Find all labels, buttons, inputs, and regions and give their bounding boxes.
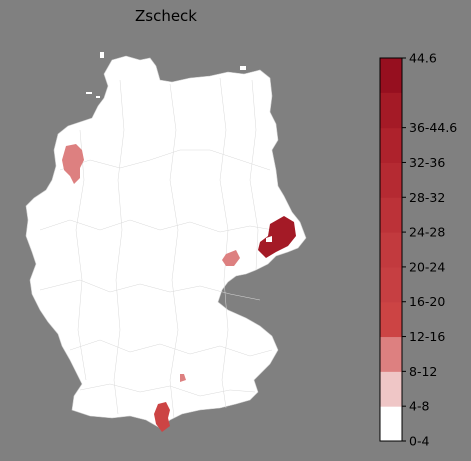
colorbar-bin — [380, 336, 402, 372]
colorbar-bin — [380, 406, 402, 442]
colorbar-bin — [380, 232, 402, 268]
colorbar-bin — [380, 162, 402, 198]
colorbar-bin — [380, 371, 402, 407]
colorbar-bin — [380, 127, 402, 163]
colorbar-bin — [380, 92, 402, 129]
colorbar-tick-label: 20-24 — [409, 259, 445, 274]
colorbar-tick-label: 16-20 — [409, 294, 445, 309]
colorbar-tick-label: 4-8 — [409, 399, 429, 414]
region-small-bavaria — [180, 374, 186, 382]
colorbar-tick-label: 0-4 — [409, 434, 429, 449]
region-central-saxony — [222, 250, 240, 266]
colorbar-tick-label: 36-44.6 — [409, 120, 457, 135]
colorbar-frame — [379, 57, 403, 442]
colorbar-tick-label: 12-16 — [409, 329, 445, 344]
colorbar-bin-top — [380, 58, 402, 94]
map-title: Zscheck — [134, 7, 197, 25]
colorbar-bin — [380, 301, 402, 338]
colorbar-tick-label: 28-32 — [409, 190, 445, 205]
colorbar-tick-label: 24-28 — [409, 225, 445, 240]
colorbar-bin — [380, 266, 402, 303]
region-east-saxony — [258, 216, 296, 258]
colorbar-tick-label: 8-12 — [409, 364, 437, 379]
colorbar-max-label: 44.6 — [409, 51, 437, 66]
north-islands — [86, 52, 246, 98]
district-borders — [39, 77, 286, 419]
colorbar-tick-label: 32-36 — [409, 155, 445, 170]
germany-outline — [25, 55, 307, 429]
region-northwest — [62, 144, 84, 184]
colorbar-bin — [380, 197, 402, 233]
region-east-saxony-hole — [266, 236, 272, 242]
region-south-bavaria — [154, 402, 170, 432]
